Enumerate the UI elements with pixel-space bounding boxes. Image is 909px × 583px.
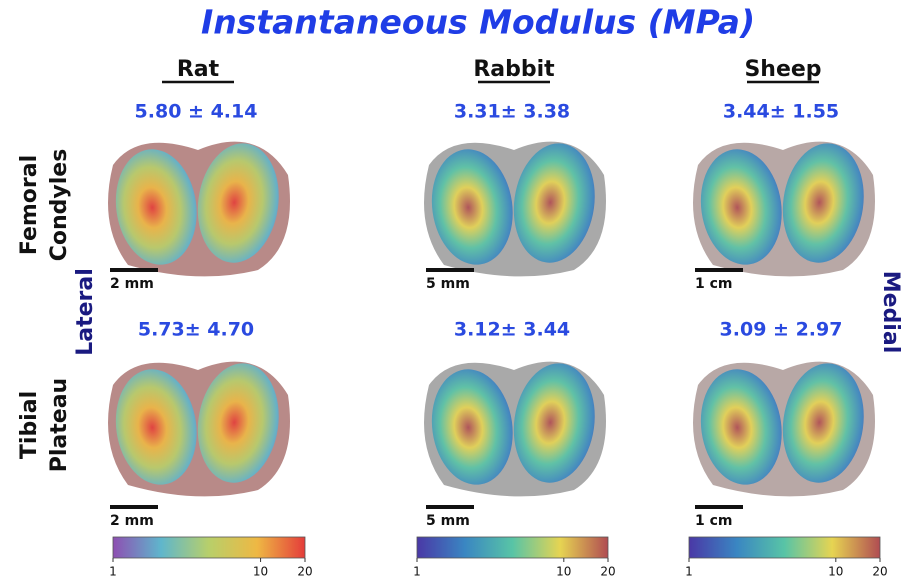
colorbar-tick-label: 1 (109, 565, 117, 579)
scale-label: 5 mm (426, 276, 470, 292)
modulus-value: 3.31± 3.38 (454, 101, 570, 123)
scale-label: 2 mm (110, 276, 154, 292)
modulus-value: 3.09 ± 2.97 (720, 319, 843, 341)
side-label: Lateral (73, 268, 98, 356)
row-label: Tibial (17, 391, 42, 459)
modulus-value: 5.80 ± 4.14 (135, 101, 258, 123)
scale-label: 2 mm (110, 513, 154, 529)
row-label: Condyles (47, 149, 72, 262)
figure-title: Instantaneous Modulus (MPa) (201, 3, 755, 42)
modulus-value: 3.12± 3.44 (454, 319, 570, 341)
colorbar-tick-label: 20 (872, 565, 887, 579)
colorbar-tick-label: 20 (297, 565, 312, 579)
figure: Instantaneous Modulus (MPa) Lateral Medi… (0, 0, 909, 583)
colorbar-tick-label: 1 (413, 565, 421, 579)
colorbar (417, 537, 608, 558)
row-label: Femoral (17, 155, 42, 255)
scale-label: 1 cm (695, 276, 733, 292)
modulus-value: 5.73± 4.70 (138, 319, 254, 341)
colorbar (113, 537, 305, 558)
column-header: Rabbit (473, 57, 555, 82)
row-label: Plateau (47, 378, 72, 472)
column-header: Rat (177, 57, 220, 82)
colorbar-tick-label: 10 (828, 565, 843, 579)
colorbar-tick-label: 20 (600, 565, 615, 579)
colorbar-tick-label: 10 (556, 565, 571, 579)
colorbar (689, 537, 880, 558)
column-header: Sheep (744, 57, 821, 82)
colorbar-tick-label: 1 (685, 565, 693, 579)
modulus-value: 3.44± 1.55 (723, 101, 839, 123)
scale-label: 5 mm (426, 513, 470, 529)
scale-label: 1 cm (695, 513, 733, 529)
colorbar-tick-label: 10 (253, 565, 268, 579)
side-label: Medial (878, 271, 903, 354)
